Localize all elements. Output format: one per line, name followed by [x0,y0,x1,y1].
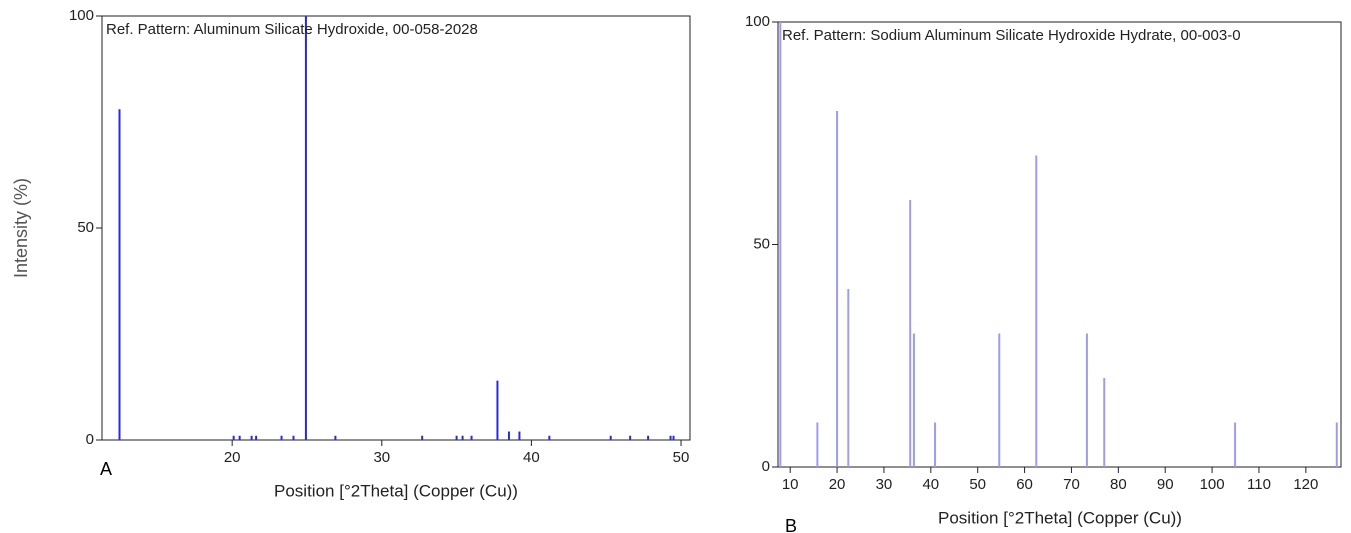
y-tick-label: 0 [762,458,770,475]
x-tick-label: 30 [876,476,893,493]
x-tick-label: 20 [829,476,846,493]
x-tick-label: 50 [673,449,690,466]
peaks [118,16,675,440]
chart-panel: 0 50 100 20 30 40 50 Ref. Pattern: Aluminum Sil… [11,7,691,500]
x-axis-label: Position [°2Theta] (Copper (Cu)) [938,508,1182,527]
plot-frame [777,21,1342,468]
x-tick-label: 70 [1063,476,1080,493]
y-tick-label: 100 [745,13,770,30]
x-tick-label: 30 [373,449,390,466]
x-tick-label: 100 [1200,476,1225,493]
y-tick-label: 100 [69,7,94,24]
x-tick-label: 60 [1016,476,1033,493]
x-tick-label: 20 [224,449,241,466]
x-axis-label: Position [°2Theta] (Copper (Cu)) [274,481,518,500]
x-tick-label: 120 [1293,476,1318,493]
y-tick-label: 50 [753,235,770,252]
title-clip: Ref. Pattern: Sodium Aluminum Silicate H… [782,27,1241,44]
x-tick-label: 90 [1157,476,1174,493]
x-tick-label: 40 [922,476,939,493]
x-tick-label: 80 [1110,476,1127,493]
y-tick-label: 50 [77,219,94,236]
x-tick-label: 40 [523,449,540,466]
x-tick-label: 10 [782,476,799,493]
y-tick-label: 0 [86,431,94,448]
y-axis-label: Intensity (%) [11,178,31,278]
panel-label: B [785,516,797,533]
x-tick-label: 110 [1247,476,1271,493]
panel-label: A [100,459,112,479]
peaks [779,22,1338,467]
title-clip: Ref. Pattern: Aluminum Silicate Hydroxid… [106,21,478,38]
plot-frame [101,15,691,441]
chart-title: Ref. Pattern: Aluminum Silicate Hydroxid… [106,21,478,38]
chart-title: Ref. Pattern: Sodium Aluminum Silicate H… [782,27,1241,44]
chart-panel: 0 50 100 10 20 30 40 50 60 70 80 90 100 110 120 Ref. Pa… [745,13,1342,533]
x-tick-label: 50 [969,476,986,493]
